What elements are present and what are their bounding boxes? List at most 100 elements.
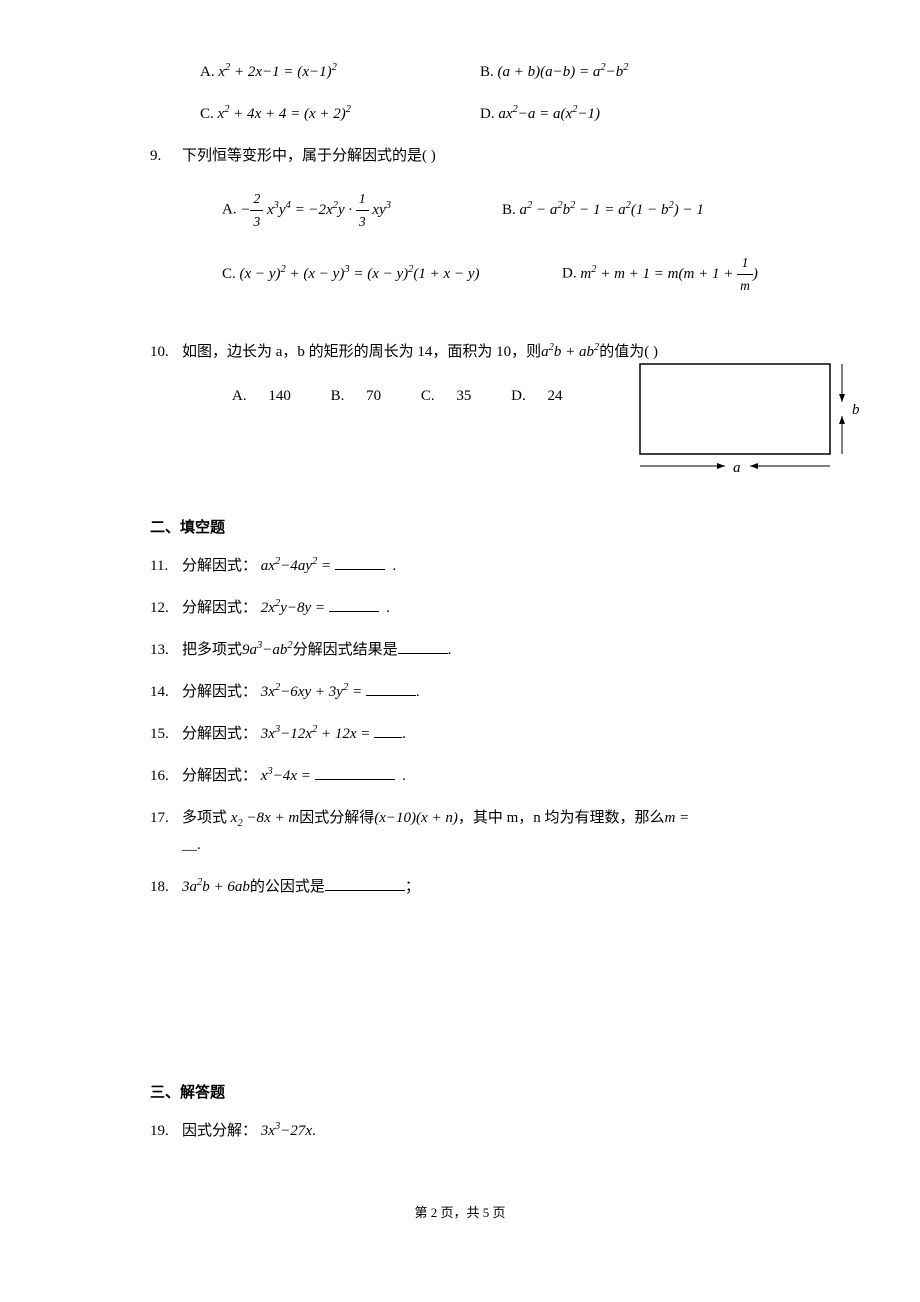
blank <box>329 597 379 612</box>
question-9: 9. 下列恒等变形中，属于分解因式的是( ) A. −23 x3y4 = −2x… <box>150 144 770 316</box>
question-12: 12. 分解因式： 2x2y−8y = . <box>150 596 770 620</box>
question-number: 15. <box>150 722 182 746</box>
q9-row-1: A. −23 x3y4 = −2x2y · 13 xy3 B. a2 − a2b… <box>222 188 770 232</box>
opt-math: (a + b)(a−b) = a2−b2 <box>498 64 629 80</box>
q-post: . <box>386 600 390 616</box>
q-pre: 分解因式： <box>182 726 257 742</box>
opt-label: A. <box>200 64 215 80</box>
q-post: 分解因式结果是 <box>293 642 398 658</box>
q8-option-row-2: C. x2 + 4x + 4 = (x + 2)2 D. ax2−a = a(x… <box>150 102 770 126</box>
q-math: x3−4x = <box>261 768 311 784</box>
question-number: 18. <box>150 875 182 899</box>
q8-option-a: A. x2 + 2x−1 = (x−1)2 <box>200 60 480 84</box>
q-math: 2x2y−8y = <box>261 600 325 616</box>
q-math: 3x3−12x2 + 12x = <box>261 726 371 742</box>
q17-m2: (x−10)(x + n) <box>374 810 458 826</box>
q9-option-b: B. a2 − a2b2 − 1 = a2(1 − b2) − 1 <box>502 198 704 222</box>
blank <box>398 639 448 654</box>
q10-opt-c: C. 35 <box>421 388 490 404</box>
opt-label: A. <box>222 202 237 218</box>
opt-math: m2 + m + 1 = m(m + 1 + 1m) <box>580 266 758 282</box>
question-15: 15. 分解因式： 3x3−12x2 + 12x = . <box>150 722 770 746</box>
q-pre: 分解因式： <box>182 600 257 616</box>
q-post: ； <box>405 879 420 895</box>
diagram-svg: b a <box>630 354 870 484</box>
question-11: 11. 分解因式： ax2−4ay2 = . <box>150 554 770 578</box>
question-number: 17. <box>150 806 182 857</box>
q10-math: a2b + ab2 <box>541 344 599 360</box>
question-13: 13. 把多项式9a3−ab2分解因式结果是. <box>150 638 770 662</box>
blank <box>335 555 385 570</box>
opt-label: C. <box>200 106 214 122</box>
question-body: 下列恒等变形中，属于分解因式的是( ) A. −23 x3y4 = −2x2y … <box>182 144 770 316</box>
q17-t1: 多项式 <box>182 810 231 826</box>
question-number: 14. <box>150 680 182 704</box>
section-answer: 三、解答题 <box>150 1081 770 1105</box>
question-14: 14. 分解因式： 3x2−6xy + 3y2 = . <box>150 680 770 704</box>
q17-t4: ，其中 m，n 均为有理数，那么 <box>458 810 665 826</box>
rectangle-diagram: b a <box>630 354 870 492</box>
opt-label: D. <box>562 266 577 282</box>
q8-option-d: D. ax2−a = a(x2−1) <box>480 102 600 126</box>
opt-math: ax2−a = a(x2−1) <box>498 106 600 122</box>
question-number: 9. <box>150 144 182 316</box>
q17-t2: −8x + m <box>246 810 299 826</box>
question-body: 如图，边长为 a，b 的矩形的周长为 14，面积为 10，则a2b + ab2的… <box>182 340 770 492</box>
opt-math: −23 x3y4 = −2x2y · 13 xy3 <box>240 202 391 218</box>
q17-m3: m = <box>664 810 689 826</box>
q-pre: 因式分解： <box>182 1123 257 1139</box>
q-post: . <box>312 1123 316 1139</box>
q17-t3: 因式分解得 <box>299 810 374 826</box>
q-math: ax2−4ay2 = <box>261 558 331 574</box>
question-number: 16. <box>150 764 182 788</box>
question-number: 19. <box>150 1119 182 1143</box>
opt-label: C. <box>222 266 236 282</box>
q-post: . <box>392 558 396 574</box>
question-number: 13. <box>150 638 182 662</box>
q17-sub: x2 <box>231 810 243 826</box>
q8-option-row-1: A. x2 + 2x−1 = (x−1)2 B. (a + b)(a−b) = … <box>150 60 770 84</box>
question-number: 11. <box>150 554 182 578</box>
blank <box>374 723 402 738</box>
page-footer: 第 2 页，共 5 页 <box>150 1203 770 1224</box>
q-end: . <box>448 642 452 658</box>
q-text: 的公因式是 <box>250 879 325 895</box>
q9-option-c: C. (x − y)2 + (x − y)3 = (x − y)2(1 + x … <box>222 262 562 286</box>
q-math: 3a2b + 6ab <box>182 879 250 895</box>
q10-text1: 如图，边长为 a，b 的矩形的周长为 14，面积为 10，则 <box>182 344 541 360</box>
opt-math: (x − y)2 + (x − y)3 = (x − y)2(1 + x − y… <box>240 266 480 282</box>
q10-opt-a: A. 140 <box>232 388 309 404</box>
opt-math: x2 + 4x + 4 = (x + 2)2 <box>218 106 352 122</box>
q10-opt-d: D. 24 <box>511 388 580 404</box>
opt-math: x2 + 2x−1 = (x−1)2 <box>218 64 337 80</box>
question-18: 18. 3a2b + 6ab的公因式是 ； <box>150 875 770 899</box>
blank <box>366 681 416 696</box>
q-math: 9a3−ab2 <box>242 642 293 658</box>
q17-t5: __. <box>182 837 201 853</box>
q-post: . <box>402 768 406 784</box>
q8-option-b: B. (a + b)(a−b) = a2−b2 <box>480 60 629 84</box>
b-label: b <box>852 402 860 418</box>
q-math: 3x3−27x <box>261 1123 312 1139</box>
question-text: 下列恒等变形中，属于分解因式的是( ) <box>182 144 770 168</box>
question-17: 17. 多项式 x2 −8x + m因式分解得(x−10)(x + n)，其中 … <box>150 806 770 857</box>
question-19: 19. 因式分解： 3x3−27x. <box>150 1119 770 1143</box>
q-pre: 分解因式： <box>182 768 257 784</box>
q9-option-d: D. m2 + m + 1 = m(m + 1 + 1m) <box>562 252 758 296</box>
q10-text3: 的值为( ) <box>599 344 658 360</box>
section-fill-blank: 二、填空题 <box>150 516 770 540</box>
question-number: 12. <box>150 596 182 620</box>
q9-option-a: A. −23 x3y4 = −2x2y · 13 xy3 <box>222 188 502 232</box>
q8-option-c: C. x2 + 4x + 4 = (x + 2)2 <box>200 102 480 126</box>
opt-math: a2 − a2b2 − 1 = a2(1 − b2) − 1 <box>520 202 704 218</box>
question-number: 10. <box>150 340 182 492</box>
q-post: . <box>416 684 420 700</box>
q-pre: 把多项式 <box>182 642 242 658</box>
opt-label: B. <box>502 202 516 218</box>
q-pre: 分解因式： <box>182 684 257 700</box>
opt-label: B. <box>480 64 494 80</box>
q10-opt-b: B. 70 <box>331 388 400 404</box>
blank <box>315 765 395 780</box>
question-10: 10. 如图，边长为 a，b 的矩形的周长为 14，面积为 10，则a2b + … <box>150 340 770 492</box>
question-16: 16. 分解因式： x3−4x = . <box>150 764 770 788</box>
